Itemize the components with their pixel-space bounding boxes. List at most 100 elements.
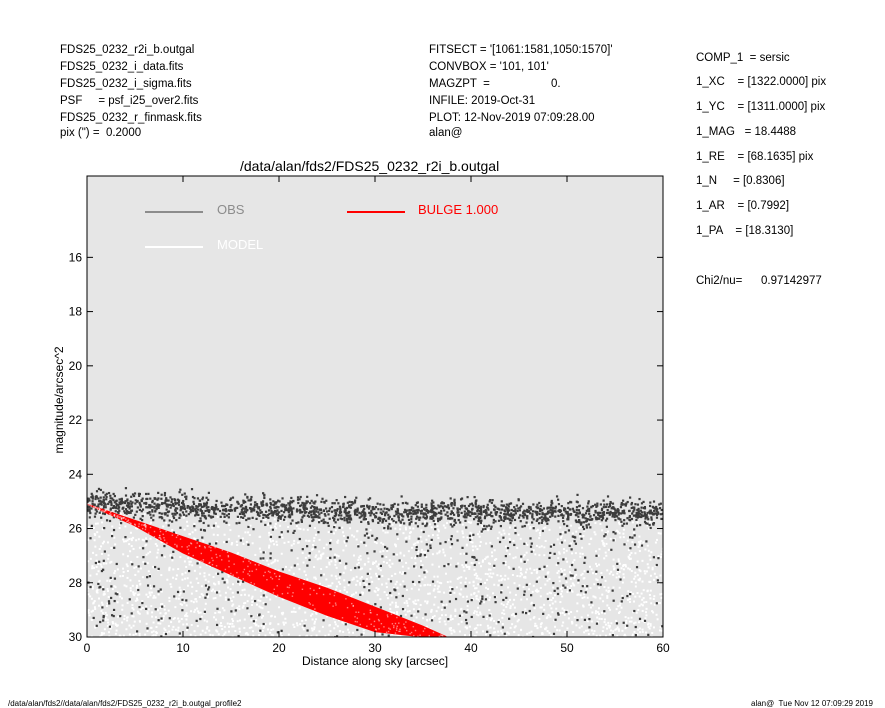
obs-point bbox=[595, 622, 599, 625]
obs-point bbox=[502, 519, 505, 523]
obs-point bbox=[239, 539, 242, 542]
obs-point bbox=[424, 613, 427, 616]
model-point bbox=[412, 600, 415, 603]
obs-point bbox=[225, 540, 228, 544]
model-point bbox=[193, 649, 195, 651]
model-point bbox=[91, 585, 94, 588]
obs-point bbox=[522, 516, 525, 519]
obs-point bbox=[472, 556, 476, 559]
model-point bbox=[209, 565, 212, 568]
obs-point bbox=[639, 509, 642, 512]
obs-point bbox=[277, 515, 281, 518]
model-point bbox=[513, 598, 516, 601]
obs-point bbox=[655, 602, 658, 605]
obs-point bbox=[167, 499, 170, 502]
model-point bbox=[265, 596, 268, 599]
model-point bbox=[394, 583, 397, 586]
obs-point bbox=[260, 511, 263, 514]
model-point bbox=[524, 571, 527, 574]
model-point bbox=[430, 540, 433, 543]
obs-point bbox=[195, 619, 198, 622]
obs-point bbox=[125, 504, 129, 507]
model-point bbox=[231, 618, 234, 621]
obs-point bbox=[261, 501, 264, 504]
model-point bbox=[620, 567, 623, 570]
model-point bbox=[552, 586, 555, 589]
obs-point bbox=[416, 505, 419, 508]
obs-point bbox=[341, 517, 344, 521]
model-point bbox=[660, 555, 663, 558]
obs-point bbox=[280, 629, 283, 632]
model-point bbox=[517, 533, 520, 536]
model-point bbox=[206, 646, 208, 648]
model-point bbox=[126, 565, 129, 568]
obs-point bbox=[581, 516, 585, 519]
model-point bbox=[149, 537, 152, 540]
obs-point bbox=[508, 514, 511, 517]
obs-point bbox=[309, 502, 312, 505]
bulge-texture-point bbox=[126, 520, 128, 523]
obs-point bbox=[581, 507, 585, 510]
model-point bbox=[95, 590, 98, 593]
obs-point bbox=[308, 510, 312, 513]
model-point bbox=[342, 535, 345, 538]
obs-point bbox=[207, 588, 210, 591]
obs-point bbox=[378, 519, 382, 522]
obs-point bbox=[611, 502, 615, 505]
obs-point bbox=[312, 512, 315, 515]
obs-point bbox=[94, 561, 97, 565]
model-point bbox=[149, 626, 152, 629]
obs-point bbox=[348, 518, 351, 521]
obs-point bbox=[558, 509, 561, 513]
obs-point bbox=[272, 500, 275, 503]
param-line: 1_N = [0.8306] bbox=[696, 175, 785, 187]
obs-point bbox=[157, 491, 160, 494]
model-point bbox=[384, 527, 387, 530]
obs-point bbox=[513, 518, 517, 522]
model-point bbox=[415, 616, 418, 619]
obs-point bbox=[580, 590, 583, 593]
obs-point bbox=[623, 512, 626, 515]
obs-point bbox=[181, 507, 184, 510]
obs-point bbox=[524, 611, 528, 615]
obs-point bbox=[570, 563, 574, 567]
obs-point bbox=[526, 508, 529, 511]
model-point bbox=[583, 631, 586, 634]
model-point bbox=[395, 580, 398, 583]
obs-point bbox=[385, 511, 388, 514]
model-point bbox=[123, 540, 126, 543]
obs-point bbox=[152, 519, 155, 522]
model-point bbox=[641, 580, 644, 583]
obs-point bbox=[453, 523, 456, 527]
obs-point bbox=[368, 511, 371, 514]
obs-point bbox=[589, 526, 592, 529]
obs-point bbox=[403, 511, 406, 514]
obs-point bbox=[363, 585, 366, 589]
obs-point bbox=[327, 524, 330, 527]
model-point bbox=[558, 551, 561, 554]
model-point bbox=[355, 635, 358, 637]
obs-point bbox=[101, 512, 105, 515]
obs-point bbox=[387, 513, 390, 516]
obs-point bbox=[594, 516, 598, 519]
obs-point bbox=[474, 501, 477, 504]
obs-point bbox=[244, 507, 247, 510]
model-point bbox=[123, 584, 126, 587]
model-point bbox=[252, 621, 255, 624]
bulge-texture-point bbox=[202, 559, 205, 561]
obs-point bbox=[270, 511, 273, 514]
model-point bbox=[612, 565, 615, 568]
obs-point bbox=[528, 510, 531, 513]
obs-point bbox=[288, 515, 292, 518]
obs-point bbox=[584, 512, 588, 515]
obs-point bbox=[169, 506, 172, 509]
obs-point bbox=[497, 519, 501, 522]
model-point bbox=[404, 642, 406, 644]
model-point bbox=[565, 549, 568, 552]
model-point bbox=[629, 591, 632, 594]
obs-point bbox=[183, 507, 186, 510]
bulge-texture-point bbox=[291, 595, 294, 597]
bulge-texture-point bbox=[329, 593, 331, 595]
obs-point bbox=[102, 588, 105, 591]
model-point bbox=[126, 539, 129, 542]
